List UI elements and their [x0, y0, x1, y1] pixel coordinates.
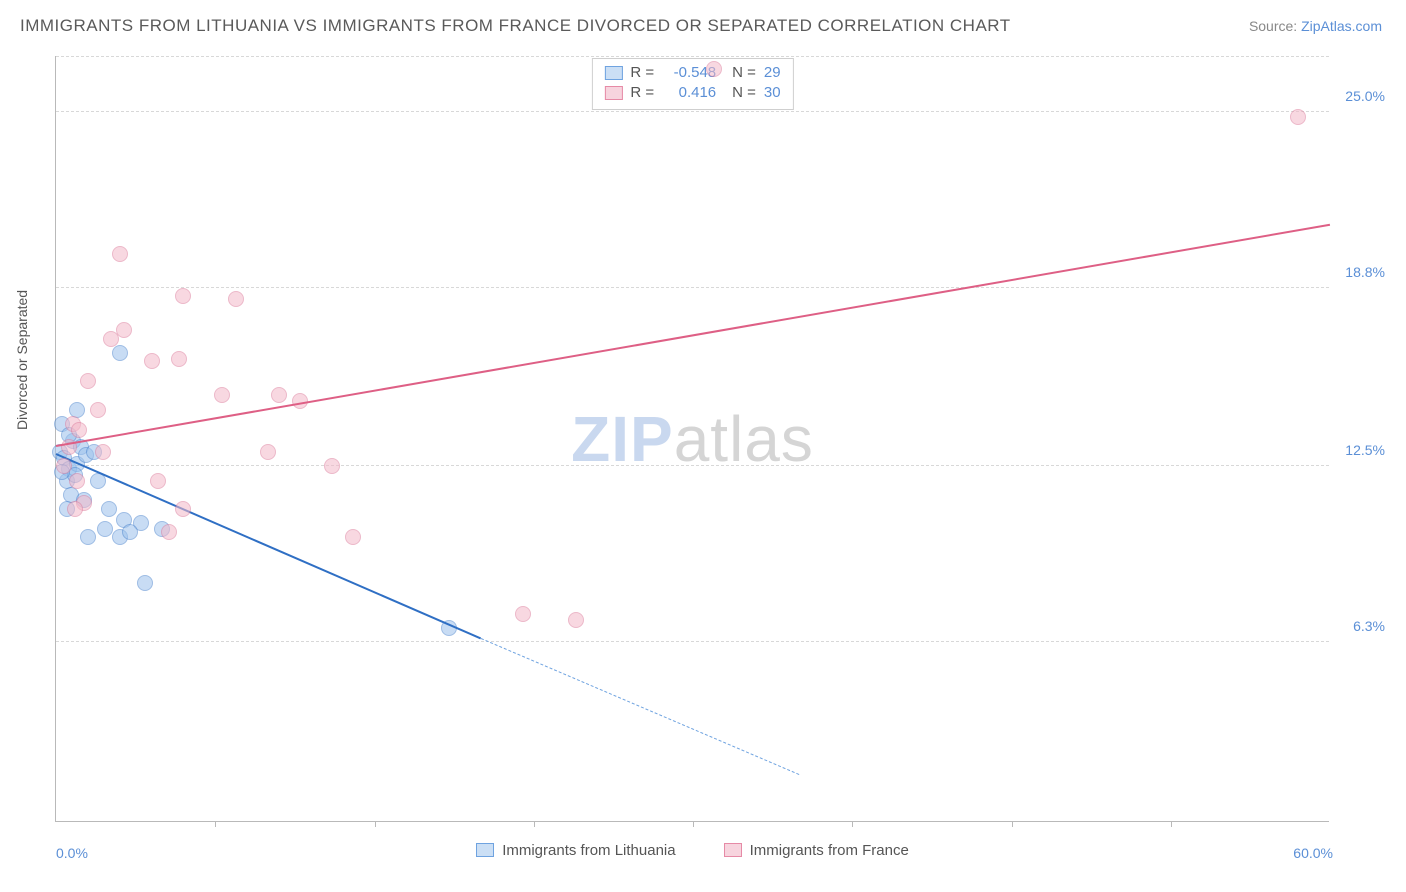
legend-r-label: R =: [630, 63, 654, 83]
x-tick-mark: [534, 821, 535, 827]
gridline-h: [56, 465, 1329, 466]
data-point-france: [95, 444, 111, 460]
legend-r-value: 0.416: [662, 83, 716, 103]
data-point-france: [228, 291, 244, 307]
watermark-zip: ZIP: [571, 403, 674, 475]
data-point-lithuania: [97, 521, 113, 537]
data-point-france: [260, 444, 276, 460]
data-point-france: [1290, 109, 1306, 125]
data-point-france: [271, 387, 287, 403]
legend-swatch: [476, 843, 494, 857]
x-tick-mark: [375, 821, 376, 827]
trend-line: [480, 638, 799, 775]
data-point-france: [345, 529, 361, 545]
chart-plot-area: ZIPatlas R =-0.548N =29R =0.416N =30 Imm…: [55, 56, 1329, 822]
x-axis-max-label: 60.0%: [1293, 845, 1333, 861]
data-point-france: [150, 473, 166, 489]
legend-swatch: [724, 843, 742, 857]
watermark-atlas: atlas: [674, 403, 814, 475]
legend-stats-box: R =-0.548N =29R =0.416N =30: [591, 58, 793, 110]
y-axis-label: Divorced or Separated: [14, 290, 30, 430]
x-tick-mark: [1012, 821, 1013, 827]
data-point-france: [568, 612, 584, 628]
data-point-france: [56, 458, 72, 474]
source-attribution: Source: ZipAtlas.com: [1249, 18, 1382, 34]
data-point-lithuania: [137, 575, 153, 591]
data-point-france: [175, 501, 191, 517]
x-tick-mark: [852, 821, 853, 827]
data-point-france: [71, 422, 87, 438]
data-point-lithuania: [101, 501, 117, 517]
data-point-france: [69, 473, 85, 489]
x-tick-mark: [1171, 821, 1172, 827]
data-point-lithuania: [112, 345, 128, 361]
y-tick-label: 12.5%: [1335, 442, 1385, 458]
legend-swatch: [604, 66, 622, 80]
y-tick-label: 25.0%: [1335, 88, 1385, 104]
data-point-france: [144, 353, 160, 369]
data-point-france: [90, 402, 106, 418]
data-point-france: [214, 387, 230, 403]
legend-stat-row: R = 0.416 N = 30: [604, 83, 780, 103]
legend-series-label: Immigrants from France: [750, 842, 909, 859]
trend-line: [56, 453, 481, 639]
y-tick-label: 6.3%: [1335, 618, 1385, 634]
legend-n-label: N =: [732, 63, 756, 83]
x-tick-mark: [693, 821, 694, 827]
data-point-france: [706, 61, 722, 77]
data-point-france: [324, 458, 340, 474]
legend-series-item: Immigrants from Lithuania: [476, 842, 675, 859]
legend-n-label: N =: [732, 83, 756, 103]
data-point-france: [112, 246, 128, 262]
legend-r-label: R =: [630, 83, 654, 103]
data-point-france: [116, 322, 132, 338]
data-point-france: [175, 288, 191, 304]
y-tick-label: 18.8%: [1335, 264, 1385, 280]
chart-title: IMMIGRANTS FROM LITHUANIA VS IMMIGRANTS …: [20, 16, 1011, 36]
gridline-h: [56, 641, 1329, 642]
data-point-france: [161, 524, 177, 540]
x-axis-min-label: 0.0%: [56, 845, 88, 861]
x-tick-mark: [215, 821, 216, 827]
legend-swatch: [604, 86, 622, 100]
legend-series: Immigrants from Lithuania Immigrants from…: [56, 842, 1329, 862]
data-point-lithuania: [80, 529, 96, 545]
data-point-lithuania: [122, 524, 138, 540]
source-prefix: Source:: [1249, 18, 1301, 34]
legend-series-item: Immigrants from France: [724, 842, 909, 859]
legend-stat-row: R =-0.548N =29: [604, 63, 780, 83]
legend-n-value: 30: [764, 83, 781, 103]
data-point-france: [515, 606, 531, 622]
data-point-france: [171, 351, 187, 367]
gridline-h: [56, 111, 1329, 112]
gridline-h: [56, 287, 1329, 288]
legend-series-label: Immigrants from Lithuania: [502, 842, 675, 859]
data-point-france: [67, 501, 83, 517]
gridline-h: [56, 56, 1329, 57]
source-link[interactable]: ZipAtlas.com: [1301, 18, 1382, 34]
data-point-france: [80, 373, 96, 389]
legend-n-value: 29: [764, 63, 781, 83]
trend-line: [56, 223, 1330, 446]
